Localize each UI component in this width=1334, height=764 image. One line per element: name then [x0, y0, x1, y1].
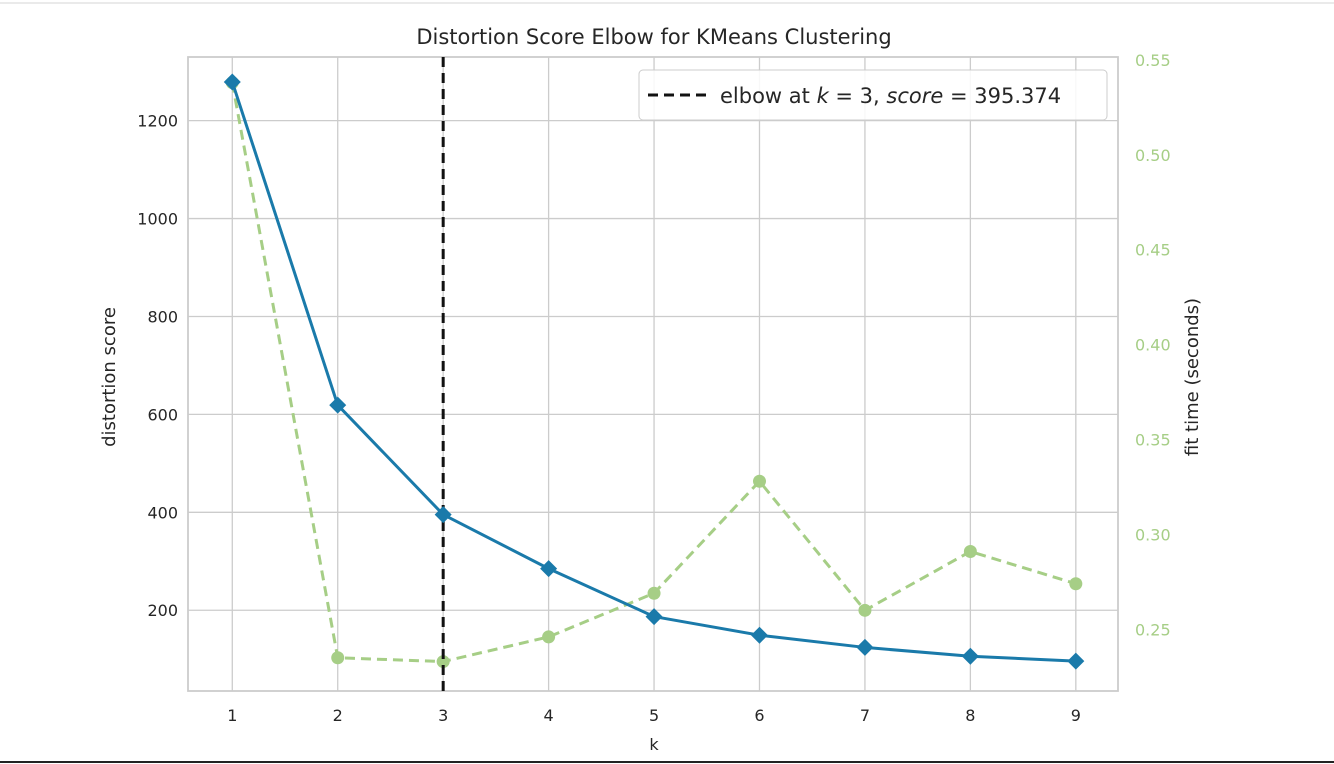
y-tick-label: 600: [147, 405, 178, 424]
distortion-point: [645, 608, 663, 626]
legend: elbow at k = 3, score = 395.374: [638, 69, 1108, 121]
y-axis-label: distortion score: [99, 307, 120, 447]
y-tick-label: 400: [147, 503, 178, 522]
y-tick-label: 800: [147, 307, 178, 326]
legend-box: [638, 69, 1108, 121]
legend-elbow-label: elbow at k = 3, score = 395.374: [720, 84, 1061, 108]
x-axis-ticks: 1 2 3 4 5 6 7 8 9: [227, 706, 1081, 725]
y-tick-label: 1200: [137, 112, 178, 131]
x-tick-label: 6: [754, 706, 764, 725]
legend-eq2: = 395.374: [943, 84, 1061, 108]
legend-k-symbol: k: [817, 84, 830, 108]
x-axis-label: k: [649, 735, 659, 754]
fit-time-point: [858, 603, 872, 617]
fit-time-point: [963, 544, 977, 558]
x-tick-label: 4: [544, 706, 554, 725]
x-tick-label: 7: [860, 706, 870, 725]
distortion-point: [856, 638, 874, 656]
y-tick-label: 200: [147, 601, 178, 620]
fit-time-point: [647, 586, 661, 600]
distortion-point: [1067, 652, 1085, 670]
fit-time-point: [331, 651, 345, 665]
x-tick-label: 2: [333, 706, 343, 725]
y-tick-label: 1000: [137, 210, 178, 229]
distortion-point: [961, 647, 979, 665]
distortion-series: [223, 73, 1085, 670]
x-tick-label: 3: [438, 706, 448, 725]
distortion-point: [223, 73, 241, 91]
fit-time-point: [542, 630, 556, 644]
x-tick-label: 1: [227, 706, 237, 725]
fit-time-point: [752, 474, 766, 488]
legend-prefix: elbow at: [720, 84, 817, 108]
y2-axis-label: fit time (seconds): [1182, 298, 1203, 456]
distortion-point: [434, 506, 452, 524]
fit-time-point: [1069, 577, 1083, 591]
y2-tick-label: 0.45: [1135, 241, 1171, 260]
y2-tick-label: 0.40: [1135, 336, 1171, 355]
y2-tick-label: 0.50: [1135, 146, 1171, 165]
fit-time-series: [225, 76, 1083, 669]
y2-tick-label: 0.55: [1135, 51, 1171, 70]
plot-frame: [187, 56, 1119, 692]
y2-tick-label: 0.35: [1135, 430, 1171, 449]
grid: [188, 57, 1118, 691]
distortion-point: [540, 560, 558, 578]
chart-title: Distortion Score Elbow for KMeans Cluste…: [416, 25, 891, 49]
distortion-point: [750, 626, 768, 644]
y2-tick-label: 0.25: [1135, 620, 1171, 639]
distortion-point: [329, 396, 347, 414]
fit-time-point: [436, 655, 450, 669]
y2-axis-ticks: 0.25 0.30 0.35 0.40 0.45 0.50 0.55: [1135, 51, 1171, 639]
legend-eq1: = 3,: [829, 84, 887, 108]
y2-tick-label: 0.30: [1135, 525, 1171, 544]
y-axis-ticks: 200 400 600 800 1000 1200: [137, 112, 178, 621]
legend-score-symbol: score: [886, 84, 943, 108]
x-tick-label: 9: [1071, 706, 1081, 725]
x-tick-label: 5: [649, 706, 659, 725]
x-tick-label: 8: [965, 706, 975, 725]
